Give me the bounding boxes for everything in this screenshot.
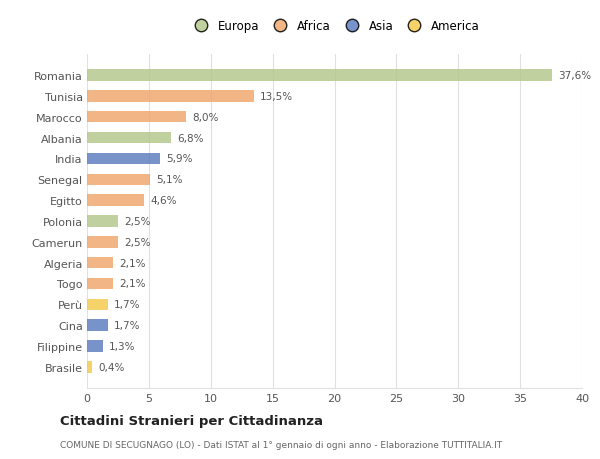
Text: COMUNE DI SECUGNAGO (LO) - Dati ISTAT al 1° gennaio di ogni anno - Elaborazione : COMUNE DI SECUGNAGO (LO) - Dati ISTAT al…: [60, 441, 502, 449]
Text: 1,7%: 1,7%: [114, 300, 141, 310]
Bar: [87, 70, 552, 82]
Text: 2,1%: 2,1%: [119, 279, 146, 289]
Text: 37,6%: 37,6%: [559, 71, 592, 81]
Bar: [87, 320, 108, 331]
Bar: [87, 216, 118, 227]
Bar: [87, 133, 171, 144]
Bar: [87, 91, 254, 102]
Text: 8,0%: 8,0%: [192, 112, 218, 123]
Text: 1,3%: 1,3%: [109, 341, 136, 351]
Text: 4,6%: 4,6%: [150, 196, 176, 206]
Bar: [87, 299, 108, 310]
Bar: [87, 174, 150, 185]
Bar: [87, 195, 144, 207]
Bar: [87, 361, 92, 373]
Bar: [87, 112, 186, 123]
Text: Cittadini Stranieri per Cittadinanza: Cittadini Stranieri per Cittadinanza: [60, 414, 323, 428]
Bar: [87, 236, 118, 248]
Bar: [87, 257, 113, 269]
Text: 5,1%: 5,1%: [156, 175, 183, 185]
Bar: [87, 278, 113, 290]
Text: 5,9%: 5,9%: [166, 154, 193, 164]
Text: 1,7%: 1,7%: [114, 320, 141, 330]
Text: 6,8%: 6,8%: [178, 133, 204, 143]
Text: 0,4%: 0,4%: [98, 362, 125, 372]
Text: 2,5%: 2,5%: [124, 217, 151, 226]
Legend: Europa, Africa, Asia, America: Europa, Africa, Asia, America: [187, 18, 482, 35]
Text: 2,5%: 2,5%: [124, 237, 151, 247]
Bar: [87, 341, 103, 352]
Text: 2,1%: 2,1%: [119, 258, 146, 268]
Bar: [87, 153, 160, 165]
Text: 13,5%: 13,5%: [260, 92, 293, 102]
